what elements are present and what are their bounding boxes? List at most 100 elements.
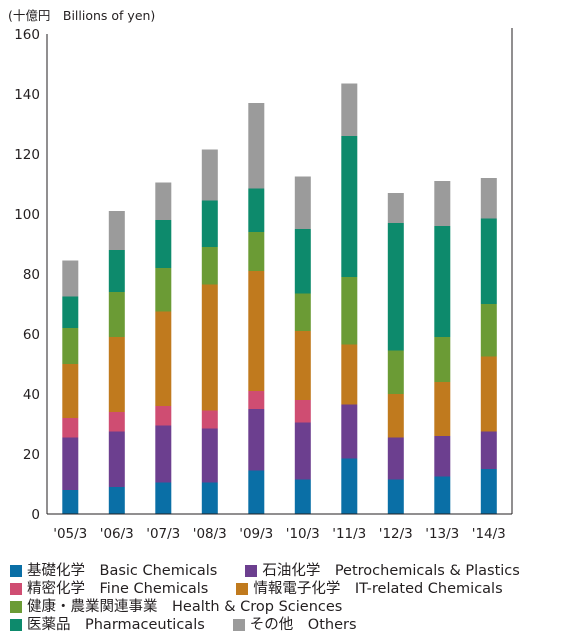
legend-item: 石油化学 Petrochemicals & Plastics <box>245 562 520 580</box>
y-tick-label: 40 <box>23 387 40 403</box>
y-tick-label: 100 <box>14 207 40 223</box>
legend-swatch <box>10 583 22 595</box>
bar-segment <box>294 331 311 400</box>
bar-segment <box>387 479 404 514</box>
bar-segment <box>341 458 358 514</box>
bar-segment <box>201 149 218 201</box>
legend-label: 精密化学 Fine Chemicals <box>27 581 209 597</box>
bar-segment <box>248 188 265 232</box>
bar-segment <box>434 181 451 226</box>
bar-segment <box>248 103 265 189</box>
x-tick-label: '05/3 <box>53 526 87 542</box>
x-tick-label: '08/3 <box>193 526 227 542</box>
bar-segment <box>434 382 451 436</box>
legend-item: 健康・農業関連事業 Health & Crop Sciences <box>10 598 342 616</box>
bar-segment <box>62 490 79 514</box>
bar-segment <box>248 232 265 271</box>
y-tick-label: 0 <box>31 507 40 523</box>
legend-swatch <box>10 619 22 631</box>
bar-segment <box>294 229 311 294</box>
stacked-bar-chart: (十億円 Billions of yen) 0 20 40 60 80 100 120 140… <box>8 8 513 542</box>
legend-label: 健康・農業関連事業 Health & Crop Sciences <box>27 599 343 615</box>
bar-segment <box>480 218 497 304</box>
bar-segment <box>294 400 311 423</box>
bar-segment <box>387 394 404 438</box>
bar-segment <box>155 268 172 312</box>
x-tick-label: '11/3 <box>332 526 366 542</box>
bar-segment <box>155 311 172 406</box>
legend-item: 情報電子化学 IT-related Chemicals <box>236 580 503 598</box>
bar-segment <box>294 479 311 514</box>
legend-row: 精密化学 Fine Chemicals 情報電子化学 IT-related Che… <box>10 580 570 598</box>
legend-swatch <box>236 583 249 595</box>
bar-segment <box>248 409 265 471</box>
bar-segment <box>341 277 358 345</box>
bar-segment <box>201 410 218 429</box>
x-axis: '05/3 '06/3 '07/3 '08/3 '09/3 '10/3 '11/3 '12/3… <box>47 513 512 542</box>
bar-segment <box>387 193 404 223</box>
bar-segment <box>201 482 218 514</box>
x-tick-label: '10/3 <box>286 526 320 542</box>
bar-segment <box>248 271 265 391</box>
bar-segment <box>480 178 497 219</box>
bar-segment <box>108 250 125 292</box>
bar-segment <box>294 293 311 331</box>
bar-segment <box>294 176 311 229</box>
bar-segment <box>434 476 451 514</box>
bar-segment <box>201 200 218 247</box>
bar-segment <box>155 425 172 483</box>
bar-segment <box>480 304 497 357</box>
bar-segment <box>155 406 172 426</box>
legend-item: 精密化学 Fine Chemicals <box>10 580 208 598</box>
y-tick-label: 140 <box>14 87 40 103</box>
bar-segment <box>480 469 497 514</box>
legend: 基礎化学 Basic Chemicals 石油化学 Petrochemicals … <box>10 562 570 634</box>
bar-segment <box>108 337 125 412</box>
bar-segment <box>294 422 311 480</box>
legend-row: 健康・農業関連事業 Health & Crop Sciences <box>10 598 570 616</box>
bars <box>62 83 497 514</box>
x-tick-label: '09/3 <box>239 526 273 542</box>
x-tick-label: '07/3 <box>146 526 180 542</box>
bar-segment <box>434 226 451 337</box>
legend-label: 医薬品 Pharmaceuticals <box>27 617 205 633</box>
bar-segment <box>248 470 265 514</box>
y-tick-label: 60 <box>23 327 40 343</box>
bar-segment <box>201 428 218 483</box>
bar-segment <box>248 391 265 409</box>
bar-segment <box>155 182 172 220</box>
bar-segment <box>201 284 218 411</box>
bar-segment <box>387 437 404 480</box>
legend-swatch <box>245 565 258 577</box>
legend-swatch <box>10 601 22 613</box>
bar-segment <box>62 364 79 418</box>
bar-segment <box>341 404 358 459</box>
legend-label: 基礎化学 Basic Chemicals <box>27 563 218 579</box>
legend-item: 医薬品 Pharmaceuticals <box>10 616 205 634</box>
bar-segment <box>62 328 79 364</box>
legend-item: その他 Others <box>232 616 357 634</box>
x-tick-label: '12/3 <box>379 526 413 542</box>
y-tick-label: 80 <box>23 267 40 283</box>
bar-segment <box>155 220 172 268</box>
legend-label: 情報電子化学 IT-related Chemicals <box>253 581 503 597</box>
bar-segment <box>62 418 79 438</box>
bar-segment <box>201 247 218 285</box>
bar-segment <box>108 292 125 337</box>
legend-row: 医薬品 Pharmaceuticals その他 Others <box>10 616 570 634</box>
bar-segment <box>62 260 79 297</box>
bar-segment <box>480 431 497 469</box>
bar-segment <box>387 350 404 394</box>
x-tick-label: '06/3 <box>100 526 134 542</box>
legend-swatch <box>232 619 245 631</box>
bar-segment <box>341 83 358 136</box>
legend-swatch <box>10 565 22 577</box>
bar-segment <box>62 437 79 490</box>
y-axis: 0 20 40 60 80 100 120 140 160 <box>14 27 513 523</box>
bar-segment <box>108 211 125 250</box>
bar-segment <box>62 296 79 328</box>
bar-segment <box>155 482 172 514</box>
legend-row: 基礎化学 Basic Chemicals 石油化学 Petrochemicals … <box>10 562 570 580</box>
unit-label: (十億円 Billions of yen) <box>8 8 155 23</box>
bar-segment <box>108 431 125 487</box>
